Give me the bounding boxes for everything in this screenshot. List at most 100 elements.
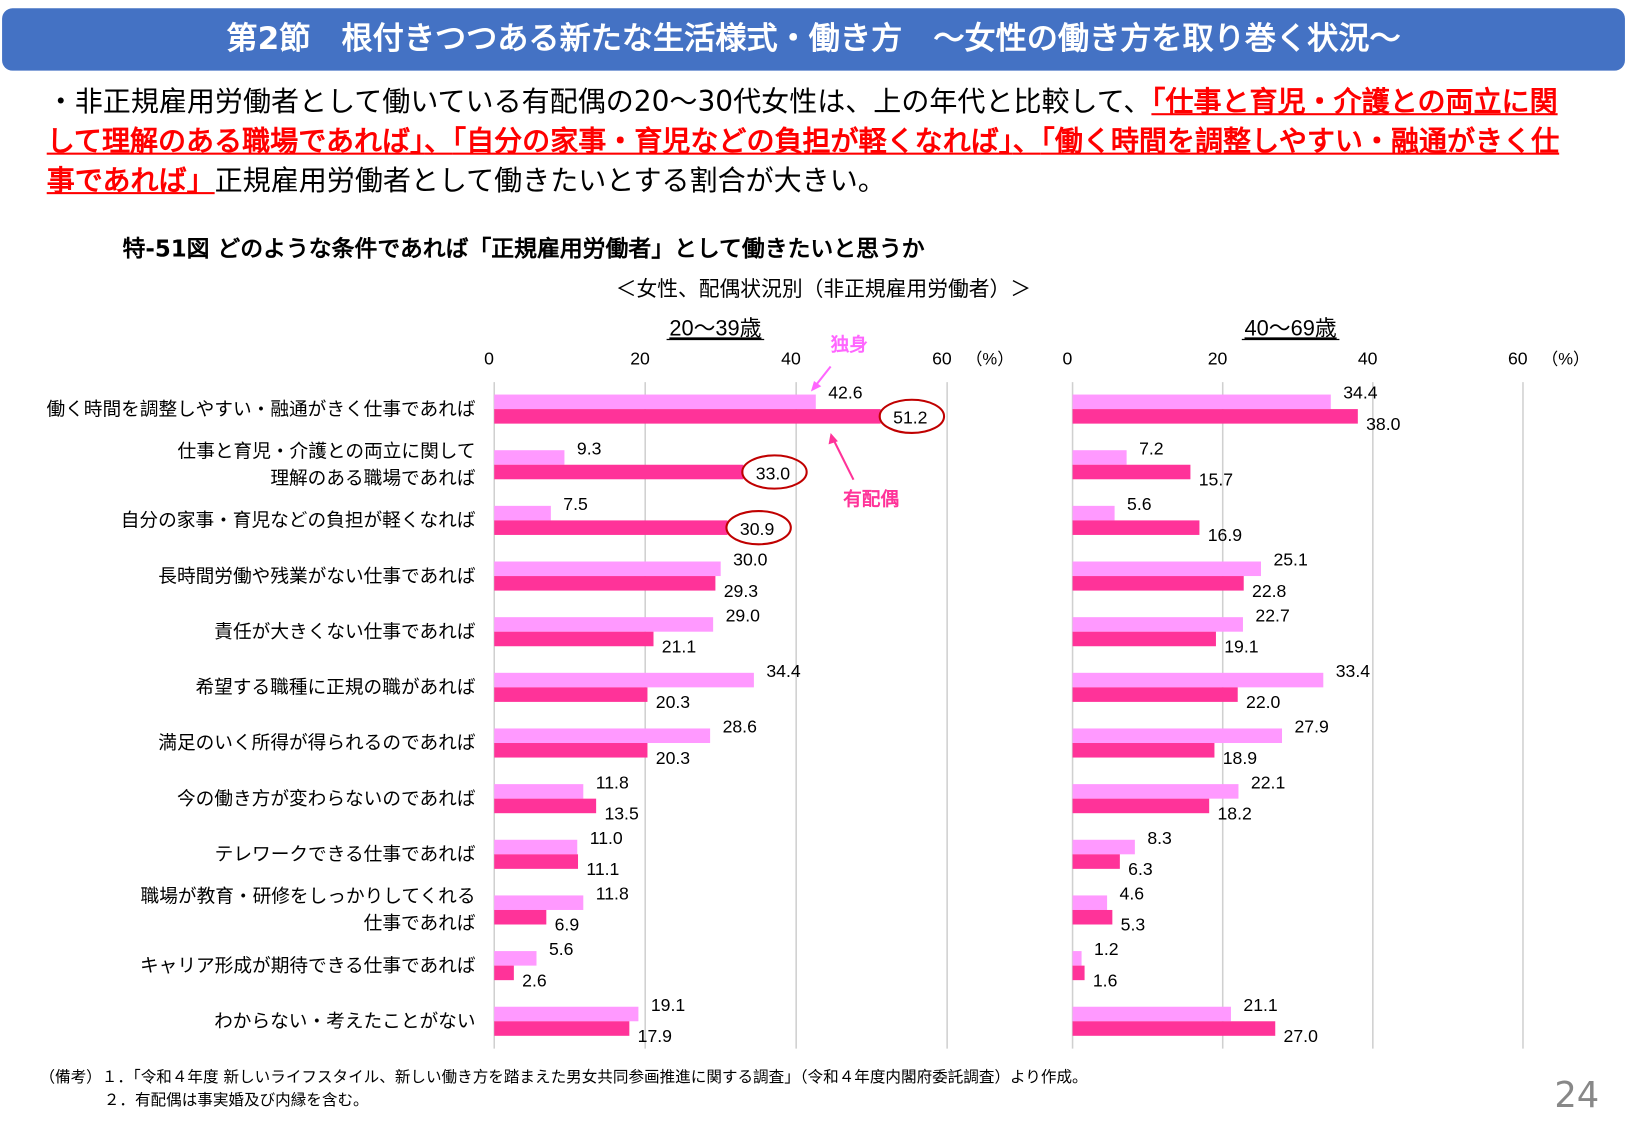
bar-married <box>1072 909 1113 925</box>
bar-single <box>494 672 754 688</box>
bar-single <box>1072 784 1239 799</box>
bar-married <box>494 409 881 424</box>
data-label-married: 21.1 <box>662 636 696 656</box>
category-label: テレワークできる仕事であれば <box>215 844 476 865</box>
data-label-single: 5.6 <box>1127 494 1152 514</box>
data-label-married: 13.5 <box>604 803 639 823</box>
category-label: 自分の家事・育児などの負担が軽くなれば <box>121 510 476 531</box>
summary-text: ・非正規雇用労働者として働いている有配偶の20～30代女性は、上の年代と比較して… <box>47 83 1584 201</box>
summary-prefix: ・非正規雇用労働者として働いている有配偶の20～30代女性は、上の年代と比較して… <box>46 86 1152 119</box>
data-label-married: 33.0 <box>756 463 791 483</box>
bar-single <box>494 617 714 632</box>
x-tick-label: 40 <box>1358 348 1378 368</box>
bar-married <box>1072 409 1358 424</box>
category-label: 働く時間を調整しやすい・融通がきく仕事であれば <box>46 398 475 419</box>
bar-single <box>1072 672 1324 688</box>
data-label-married: 5.3 <box>1121 915 1146 935</box>
category-label: 希望する職種に正規の職があれば <box>195 677 475 698</box>
x-tick-label: 60 <box>932 348 952 368</box>
data-label-single: 25.1 <box>1273 550 1307 570</box>
data-label-married: 30.9 <box>740 519 774 539</box>
data-label-single: 34.4 <box>1343 383 1378 403</box>
data-label-single: 33.4 <box>1336 661 1371 681</box>
data-label-married: 2.6 <box>522 970 547 990</box>
summary-highlight-2: 「自分の家事・育児などの負担が軽くなれば」 <box>452 125 1013 158</box>
bar-married <box>1072 965 1085 981</box>
x-tick-label: 0 <box>1062 348 1072 368</box>
category-label: 理解のある職場であれば <box>270 467 476 488</box>
arrow-single <box>814 365 832 387</box>
bar-single <box>494 394 816 410</box>
bar-single <box>494 450 565 465</box>
data-label-single: 9.3 <box>577 438 602 458</box>
bar-single <box>1072 505 1115 521</box>
bar-single <box>1072 450 1127 465</box>
data-label-single: 30.0 <box>733 550 768 570</box>
summary-highlight-3: 「働く時間を調整しやすい・融通がきく仕事であれば」 <box>46 125 1560 198</box>
bar-single <box>494 951 537 966</box>
category-label: 満足のいく所得が得られるのであれば <box>158 732 476 753</box>
figure-title: 特-51図 どのような条件であれば「正規雇用労働者」として働きたいと思うか <box>122 236 925 263</box>
category-label: キャリア形成が期待できる仕事であれば <box>140 955 476 976</box>
figure-subtitle: ＜女性、配偶状況別（非正規雇用労働者）＞ <box>615 276 1032 302</box>
data-label-single: 11.8 <box>596 772 629 792</box>
data-label-married: 22.8 <box>1252 581 1287 601</box>
data-label-single: 4.6 <box>1120 884 1145 904</box>
data-label-single: 11.0 <box>590 828 623 848</box>
bar-single <box>1072 394 1331 410</box>
data-label-married: 27.0 <box>1284 1026 1319 1046</box>
data-label-single: 8.3 <box>1147 828 1172 848</box>
data-label-married: 18.9 <box>1223 748 1257 768</box>
data-label-single: 7.2 <box>1139 438 1164 458</box>
x-tick-label: 20 <box>1208 348 1228 368</box>
bar-married <box>1072 464 1191 480</box>
unit-label: （%） <box>966 349 1014 368</box>
category-label: 仕事と育児・介護との両立に関して <box>178 440 476 461</box>
data-label-single: 11.8 <box>596 884 629 904</box>
bar-married <box>1072 1021 1276 1036</box>
highlight-circle <box>878 398 946 435</box>
data-label-married: 20.3 <box>656 692 691 712</box>
data-label-single: 19.1 <box>651 995 685 1015</box>
footnote-line-1: （備考）１．「令和４年度 新しいライフスタイル、新しい働き方を踏まえた男女共同参… <box>39 1067 1088 1087</box>
data-label-single: 29.0 <box>726 605 761 625</box>
category-label: 職場が教育・研修をしっかりしてくれる <box>141 886 476 907</box>
bar-married <box>494 909 547 925</box>
bar-single <box>1072 895 1108 910</box>
bar-single <box>1072 728 1283 744</box>
arrow-head-married <box>828 432 838 445</box>
summary-suffix: 正規雇用労働者として働きたいとする割合が大きい。 <box>214 165 886 198</box>
highlight-circle <box>741 454 808 490</box>
legend-single: 独身 <box>831 334 869 355</box>
bar-single <box>494 505 551 521</box>
panel-title: 40～69歳 <box>1245 315 1337 340</box>
data-label-married: 38.0 <box>1366 414 1401 434</box>
bar-married <box>1072 854 1120 869</box>
bar-married <box>494 520 728 535</box>
bar-married <box>1072 631 1216 647</box>
panel-title: 20～39歳 <box>669 315 761 340</box>
highlight-circle <box>725 510 792 546</box>
bar-single <box>494 1006 639 1022</box>
summary-sep-1: 、 <box>424 125 453 158</box>
bar-single <box>1072 951 1082 966</box>
bar-married <box>494 576 716 591</box>
bar-married <box>494 965 514 981</box>
data-label-single: 22.1 <box>1251 772 1285 792</box>
bar-single <box>494 895 584 910</box>
bar-married <box>494 854 579 869</box>
bar-single <box>1072 1006 1231 1022</box>
bar-single <box>1072 617 1243 632</box>
bar-married <box>494 798 597 814</box>
bar-married <box>494 743 648 758</box>
x-tick-label: 20 <box>630 348 650 368</box>
bar-single <box>494 728 711 744</box>
bar-married <box>1072 743 1215 758</box>
data-label-single: 1.2 <box>1094 939 1119 959</box>
data-label-married: 22.0 <box>1246 692 1281 712</box>
bar-married <box>494 687 648 702</box>
bar-chart: 働く時間を調整しやすい・融通がきく仕事であれば仕事と育児・介護との両立に関して理… <box>46 315 1590 1049</box>
category-label: 長時間労働や残業がない仕事であれば <box>158 565 476 586</box>
data-label-married: 16.9 <box>1208 525 1242 545</box>
summary-sep-2: 、 <box>1012 125 1041 158</box>
